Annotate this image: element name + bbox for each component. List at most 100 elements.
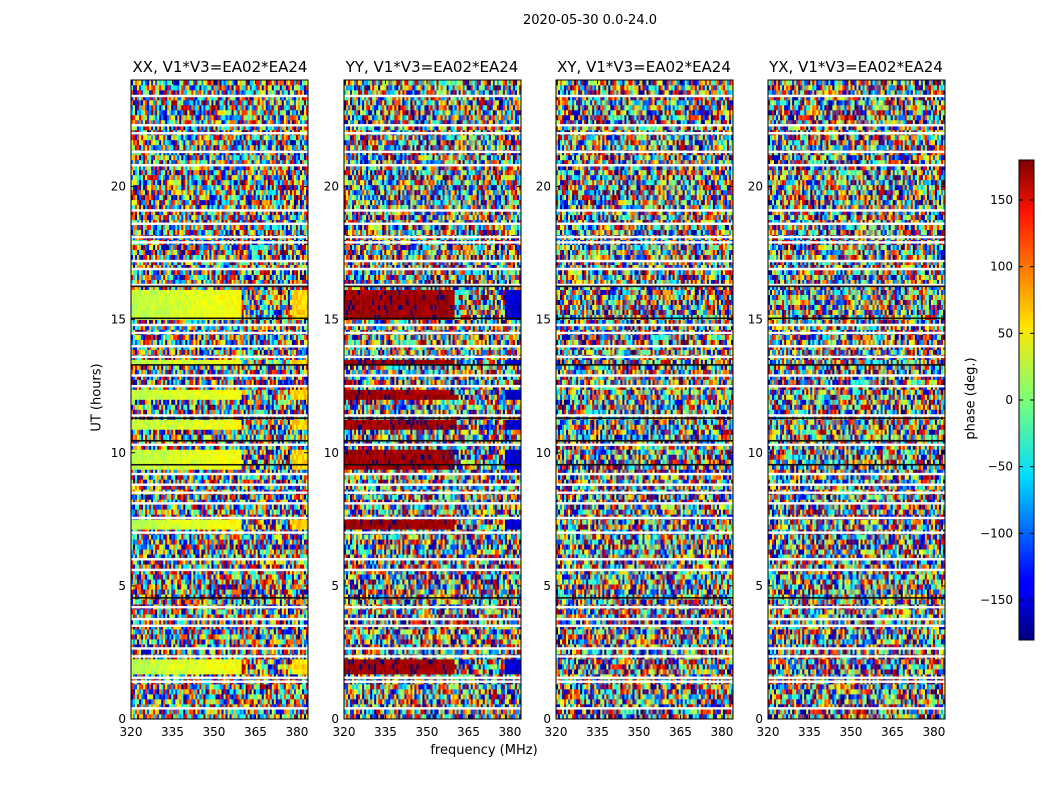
flagged-row — [768, 324, 945, 326]
flagged-row — [768, 332, 945, 334]
dark-row — [768, 364, 945, 366]
flagged-row — [344, 209, 521, 211]
flagged-row — [131, 332, 308, 334]
flagged-row — [556, 356, 733, 358]
dark-row — [131, 597, 308, 599]
flagged-row — [131, 324, 308, 326]
dark-row — [768, 440, 945, 442]
flagged-row — [344, 124, 521, 126]
x-tick-label: 380 — [498, 725, 521, 739]
dark-row — [344, 417, 521, 419]
flagged-row — [556, 260, 733, 262]
flagged-row — [344, 517, 521, 519]
flagged-row — [131, 260, 308, 262]
x-tick-label: 350 — [416, 725, 439, 739]
dark-row — [131, 440, 308, 442]
x-tick-label: 380 — [922, 725, 945, 739]
flagged-row — [344, 374, 521, 376]
flagged-row — [556, 164, 733, 166]
colorbar-tick-label: 150 — [990, 193, 1013, 207]
y-tick-label: 0 — [755, 712, 763, 726]
flagged-row — [556, 558, 733, 560]
flagged-row — [344, 236, 521, 238]
x-tick-label: 320 — [757, 725, 780, 739]
colorbar-tick-label: 50 — [998, 326, 1013, 340]
y-tick-label: 0 — [118, 712, 126, 726]
x-tick-label: 350 — [628, 725, 651, 739]
y-tick-label: 5 — [331, 579, 339, 593]
flagged-row — [556, 569, 733, 571]
flagged-row — [768, 151, 945, 153]
flagged-row — [344, 260, 521, 262]
flagged-row — [344, 356, 521, 358]
flagged-row — [131, 374, 308, 376]
flagged-row — [344, 385, 521, 387]
flagged-row — [768, 345, 945, 347]
flagged-row — [131, 241, 308, 243]
flagged-row — [131, 444, 308, 446]
x-tick-label: 320 — [120, 725, 143, 739]
dark-row — [768, 464, 945, 466]
flagged-row — [556, 223, 733, 225]
flagged-row — [556, 95, 733, 97]
flagged-row — [131, 517, 308, 519]
flagged-row — [344, 151, 521, 153]
flagged-row — [768, 124, 945, 126]
dark-row — [556, 417, 733, 419]
dark-row — [556, 286, 733, 288]
y-tick-label: 20 — [324, 180, 339, 194]
flagged-row — [131, 681, 308, 683]
flagged-row — [768, 236, 945, 238]
flagged-row — [131, 502, 308, 504]
dark-row — [344, 364, 521, 366]
flagged-row — [556, 151, 733, 153]
flagged-row — [556, 677, 733, 679]
panel-4-heatmap — [768, 80, 945, 719]
dark-row — [768, 597, 945, 599]
x-tick-label: 350 — [203, 725, 226, 739]
x-tick-label: 320 — [545, 725, 568, 739]
flagged-row — [344, 95, 521, 97]
flagged-row — [768, 444, 945, 446]
flagged-row — [556, 484, 733, 486]
flagged-row — [556, 268, 733, 270]
colorbar-tick-label: 0 — [1005, 393, 1013, 407]
flagged-row — [344, 444, 521, 446]
dark-row — [768, 417, 945, 419]
dark-row — [768, 286, 945, 288]
flagged-row — [768, 606, 945, 608]
flagged-row — [768, 707, 945, 709]
flagged-row — [344, 625, 521, 627]
dark-row — [344, 317, 521, 319]
y-tick-label: 20 — [748, 180, 763, 194]
flagged-row — [768, 385, 945, 387]
flagged-row — [344, 164, 521, 166]
flagged-row — [131, 606, 308, 608]
colorbar-tick-label: −50 — [988, 460, 1013, 474]
flagged-row — [556, 618, 733, 620]
y-tick-label: 0 — [543, 712, 551, 726]
flagged-row — [768, 374, 945, 376]
flagged-row — [344, 647, 521, 649]
flagged-row — [131, 484, 308, 486]
flagged-row — [344, 473, 521, 475]
flagged-row — [131, 223, 308, 225]
flagged-row — [768, 260, 945, 262]
flagged-row — [556, 491, 733, 493]
flagged-row — [344, 324, 521, 326]
flagged-row — [768, 517, 945, 519]
dark-row — [556, 440, 733, 442]
colorbar-tick-label: −100 — [980, 526, 1013, 540]
flagged-row — [556, 414, 733, 416]
flagged-row — [556, 324, 733, 326]
flagged-row — [131, 473, 308, 475]
flagged-row — [556, 332, 733, 334]
flagged-row — [768, 531, 945, 533]
flagged-row — [131, 385, 308, 387]
dark-row — [131, 417, 308, 419]
flagged-row — [344, 558, 521, 560]
flagged-row — [556, 517, 733, 519]
flagged-row — [131, 531, 308, 533]
flagged-row — [131, 655, 308, 657]
y-tick-label: 0 — [331, 712, 339, 726]
